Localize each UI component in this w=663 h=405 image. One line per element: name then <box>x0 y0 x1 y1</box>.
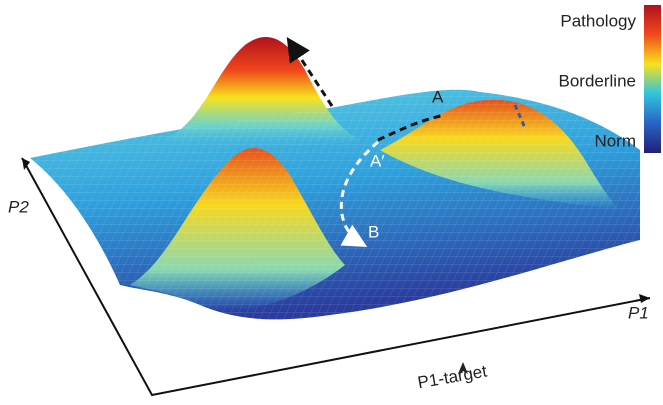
point-label: A′ <box>370 151 385 170</box>
colorbar-label: Norm <box>594 131 636 150</box>
axis-label: P2 <box>8 197 29 216</box>
axis-label: P1 <box>628 303 649 322</box>
point-label: B <box>368 222 379 241</box>
colorbar-label: Pathology <box>560 11 636 30</box>
colorbar-label: Borderline <box>559 71 637 90</box>
landscape-diagram: A A′ B P2 P1 P1-target Pathology Borderl… <box>0 0 663 405</box>
point-label: A <box>432 87 444 106</box>
colorbar <box>644 5 661 153</box>
surface <box>30 37 640 319</box>
target-label: P1-target <box>416 361 488 392</box>
